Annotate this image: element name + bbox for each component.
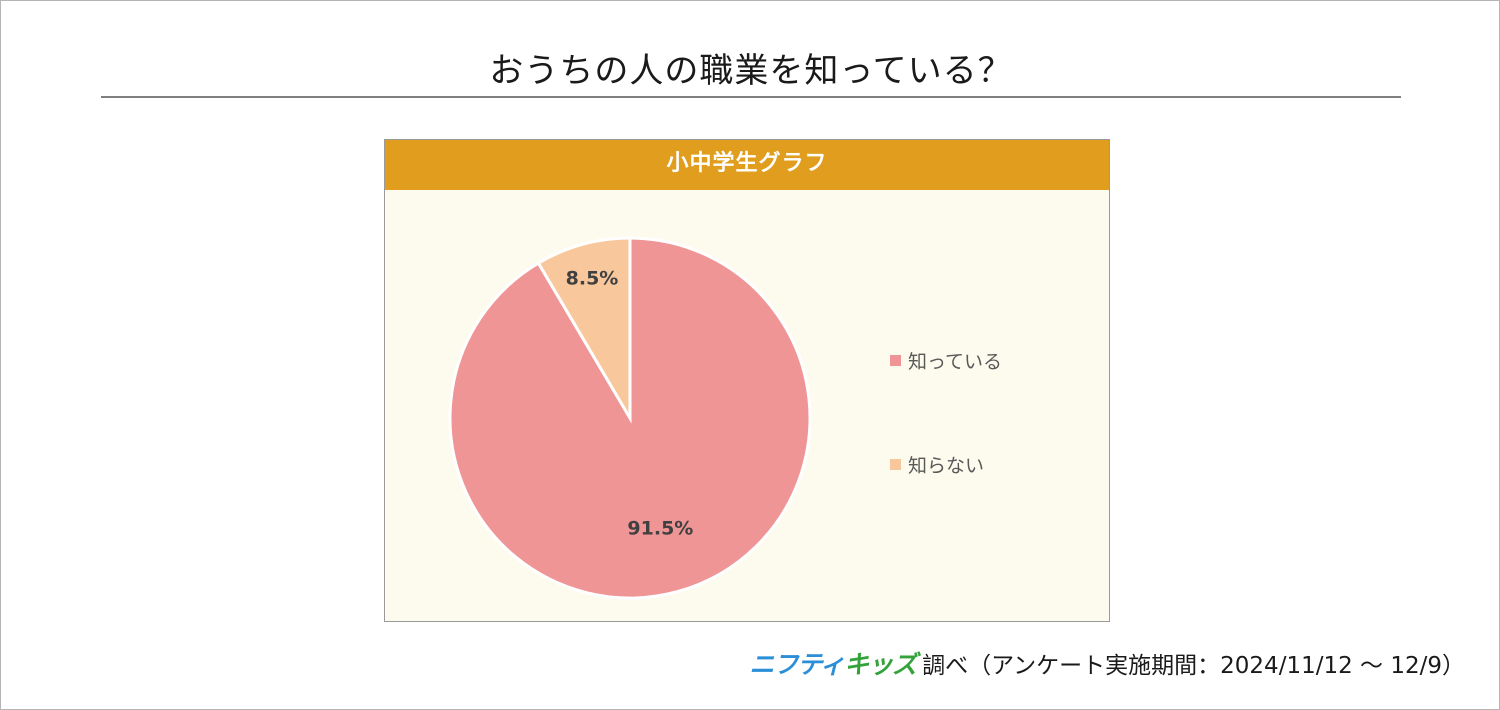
pie-slice-2 xyxy=(536,236,632,424)
pie-chart: 91.5% 8.5% xyxy=(448,236,812,600)
source-footer: ニフティ キッズ 調べ（アンケート実施期間：2024/11/12 ～ 12/9） xyxy=(750,645,1465,681)
legend-item-1: 知っている xyxy=(890,348,1003,373)
legend-label-2: 知らない xyxy=(908,454,985,477)
slice-data-label-2: 8.5% xyxy=(566,268,619,290)
brand-logo-kids: キッズ xyxy=(844,650,917,679)
legend-item-2: 知らない xyxy=(890,452,985,477)
legend-swatch-1 xyxy=(890,354,901,366)
brand-logo-nifty: ニフティ xyxy=(749,650,846,679)
panel-header: 小中学生グラフ xyxy=(385,140,1109,190)
slice-data-label-1: 91.5% xyxy=(627,518,693,540)
legend-swatch-2 xyxy=(890,458,901,470)
page-title: おうちの人の職業を知っている？ xyxy=(489,51,1013,91)
chart-panel: 小中学生グラフ 91.5% 8.5% 知っている知らない xyxy=(384,139,1110,622)
legend-label-1: 知っている xyxy=(908,350,1003,373)
title-divider xyxy=(101,96,1401,98)
survey-period-text: 調べ（アンケート実施期間：2024/11/12 ～ 12/9） xyxy=(922,653,1465,679)
